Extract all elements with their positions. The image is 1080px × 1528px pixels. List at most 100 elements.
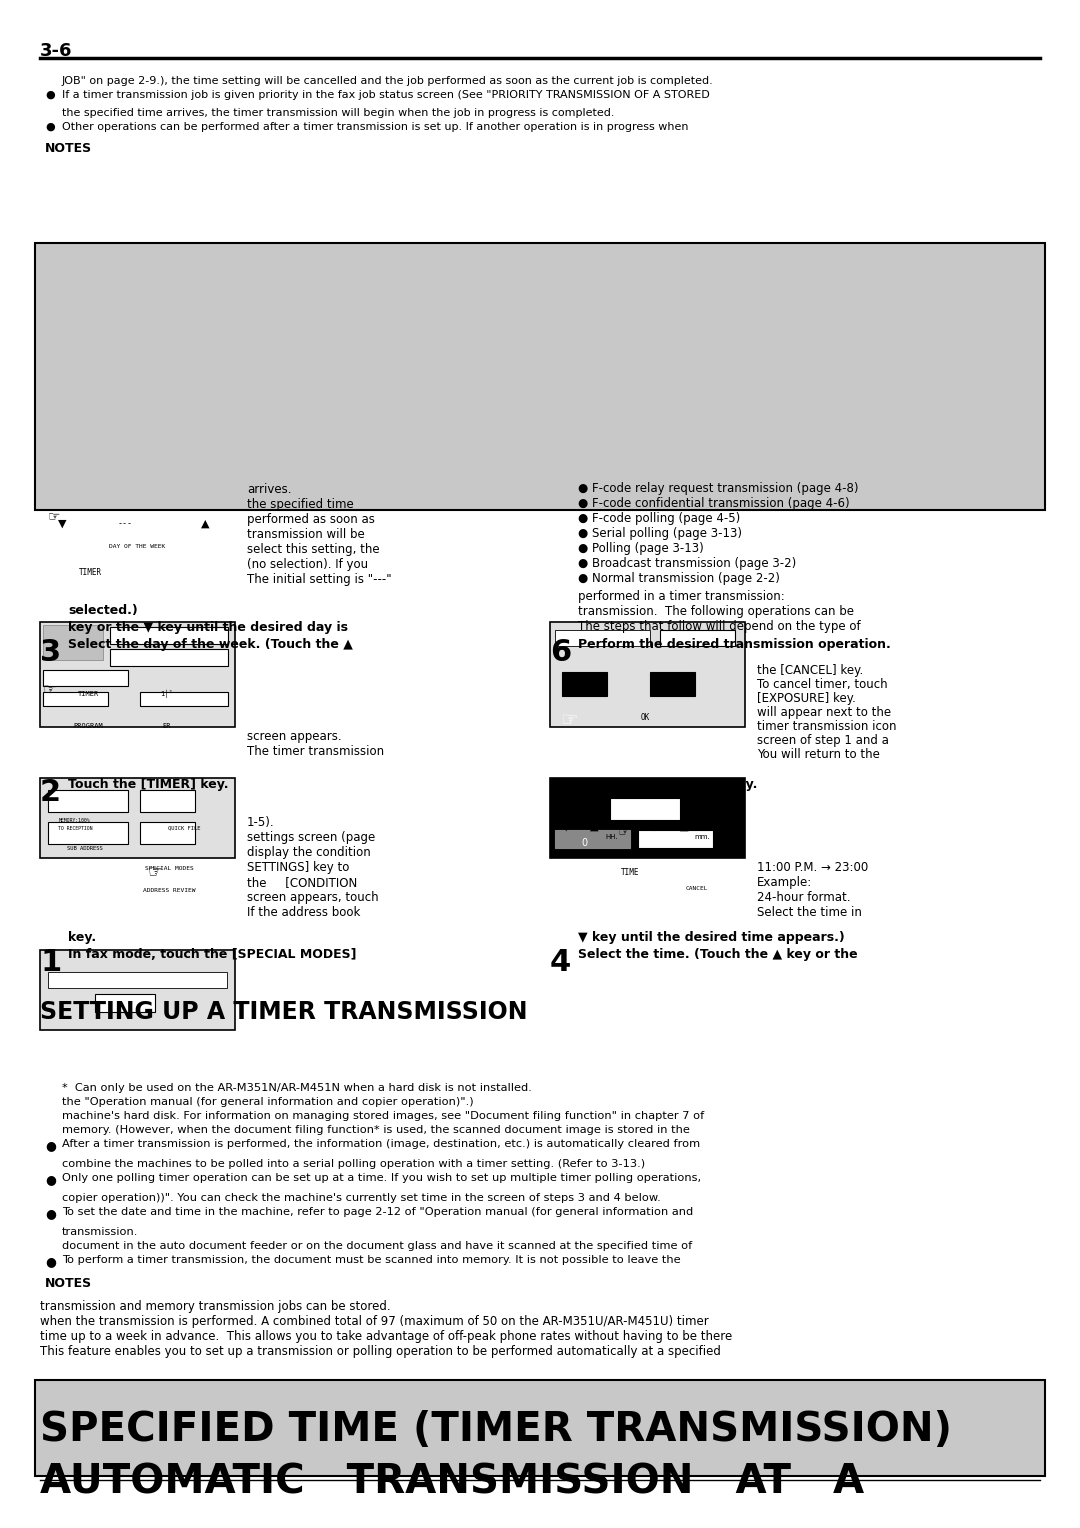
Text: Perform the desired transmission operation.: Perform the desired transmission operati… xyxy=(578,639,891,651)
Text: OK: OK xyxy=(672,686,678,691)
FancyBboxPatch shape xyxy=(43,669,129,686)
Text: Select the time. (Touch the ▲ key or the: Select the time. (Touch the ▲ key or the xyxy=(578,947,858,961)
Text: ▲: ▲ xyxy=(680,822,689,833)
Text: SETTINGS] key to: SETTINGS] key to xyxy=(247,860,349,874)
Text: the     [CONDITION: the [CONDITION xyxy=(247,876,357,889)
Text: AUTOMATIC   TRANSMISSION   AT   A: AUTOMATIC TRANSMISSION AT A xyxy=(40,1462,864,1504)
Text: NOTES: NOTES xyxy=(45,142,92,154)
Text: ▲: ▲ xyxy=(201,520,210,529)
FancyBboxPatch shape xyxy=(562,672,607,695)
Text: This feature enables you to set up a transmission or polling operation to be per: This feature enables you to set up a tra… xyxy=(40,1345,720,1358)
Text: transmission will be: transmission will be xyxy=(247,529,365,541)
Text: key or the ▼ key until the desired day is: key or the ▼ key until the desired day i… xyxy=(68,620,348,634)
Text: 0: 0 xyxy=(581,837,588,848)
Text: ☞: ☞ xyxy=(561,711,578,729)
Text: will appear next to the: will appear next to the xyxy=(757,706,891,720)
Text: 00: 00 xyxy=(666,837,678,848)
Text: After a timer transmission is performed, the information (image, destination, et: After a timer transmission is performed,… xyxy=(62,1138,700,1149)
FancyBboxPatch shape xyxy=(550,622,745,727)
Text: SPECIFIED TIME (TIMER TRANSMISSION): SPECIFIED TIME (TIMER TRANSMISSION) xyxy=(40,1410,951,1450)
Text: settings screen (page: settings screen (page xyxy=(247,831,375,843)
Text: when the transmission is performed. A combined total of 97 (maximum of 50 on the: when the transmission is performed. A co… xyxy=(40,1316,708,1328)
Text: transmission and memory transmission jobs can be stored.: transmission and memory transmission job… xyxy=(40,1300,391,1313)
Text: document in the auto document feeder or on the document glass and have it scanne: document in the auto document feeder or … xyxy=(62,1241,692,1251)
Text: SUB ADDRESS: SUB ADDRESS xyxy=(67,847,103,851)
Text: ● F-code confidential transmission (page 4-6): ● F-code confidential transmission (page… xyxy=(578,497,850,510)
FancyBboxPatch shape xyxy=(40,622,235,727)
FancyBboxPatch shape xyxy=(110,626,228,643)
Text: ▼ key until the desired time appears.): ▼ key until the desired time appears.) xyxy=(578,931,845,944)
FancyBboxPatch shape xyxy=(140,692,228,706)
Text: ▲: ▲ xyxy=(590,822,598,833)
Text: DAY OF THE WEEK: DAY OF THE WEEK xyxy=(109,544,165,550)
Text: machine's hard disk. For information on managing stored images, see "Document fi: machine's hard disk. For information on … xyxy=(62,1111,704,1122)
Text: 11:00 P.M. → 23:00: 11:00 P.M. → 23:00 xyxy=(757,860,868,874)
FancyBboxPatch shape xyxy=(140,822,195,843)
FancyBboxPatch shape xyxy=(48,822,129,843)
Text: display the condition: display the condition xyxy=(247,847,370,859)
Text: PROGRAM: PROGRAM xyxy=(73,723,103,729)
FancyBboxPatch shape xyxy=(550,778,745,859)
Text: The initial setting is "---": The initial setting is "---" xyxy=(247,573,392,587)
Text: mm.: mm. xyxy=(694,834,710,840)
Text: Example:: Example: xyxy=(757,876,812,889)
Text: 24-hour format.: 24-hour format. xyxy=(757,891,851,905)
Text: 3-6: 3-6 xyxy=(40,41,72,60)
Text: ☞: ☞ xyxy=(43,683,56,697)
Text: To cancel timer, touch: To cancel timer, touch xyxy=(757,678,888,691)
Text: Select the day of the week. (Touch the ▲: Select the day of the week. (Touch the ▲ xyxy=(68,639,353,651)
Text: timer transmission icon: timer transmission icon xyxy=(757,720,896,733)
Text: OK: OK xyxy=(640,714,650,723)
Text: ●: ● xyxy=(45,90,55,99)
Text: ▼: ▼ xyxy=(57,520,66,529)
Text: ●: ● xyxy=(45,1207,56,1219)
Text: performed in a timer transmission:: performed in a timer transmission: xyxy=(578,590,785,604)
Text: CANCEL: CANCEL xyxy=(686,886,708,891)
Text: ☞: ☞ xyxy=(618,824,631,837)
Text: ● F-code polling (page 4-5): ● F-code polling (page 4-5) xyxy=(578,512,740,526)
Text: the specified time: the specified time xyxy=(247,498,354,510)
FancyBboxPatch shape xyxy=(40,950,235,1030)
Text: ☞: ☞ xyxy=(148,863,162,882)
Text: ER: ER xyxy=(163,723,172,729)
Text: ● F-code relay request transmission (page 4-8): ● F-code relay request transmission (pag… xyxy=(578,481,859,495)
Text: copier operation))". You can check the machine's currently set time in the scree: copier operation))". You can check the m… xyxy=(62,1193,661,1203)
Text: NOTES: NOTES xyxy=(45,1277,92,1290)
Text: If the address book: If the address book xyxy=(247,906,361,918)
Text: the [CANCEL] key.: the [CANCEL] key. xyxy=(757,665,863,677)
Text: 3: 3 xyxy=(40,639,62,668)
Text: Other operations can be performed after a timer transmission is set up. If anoth: Other operations can be performed after … xyxy=(62,122,689,131)
Text: MEMORY:100%: MEMORY:100% xyxy=(59,817,91,822)
FancyBboxPatch shape xyxy=(48,790,129,811)
Text: 2: 2 xyxy=(40,778,62,807)
Text: ADDRESS REVIEW: ADDRESS REVIEW xyxy=(143,888,195,894)
FancyBboxPatch shape xyxy=(650,672,696,695)
Text: ● Polling (page 3-13): ● Polling (page 3-13) xyxy=(578,542,704,555)
Text: TIME: TIME xyxy=(621,868,639,877)
Text: screen appears, touch: screen appears, touch xyxy=(247,891,379,905)
Text: selected.): selected.) xyxy=(68,604,138,617)
Text: SETTING UP A TIMER TRANSMISSION: SETTING UP A TIMER TRANSMISSION xyxy=(40,999,527,1024)
Text: (no selection). If you: (no selection). If you xyxy=(247,558,368,571)
Text: ●: ● xyxy=(45,122,55,131)
FancyBboxPatch shape xyxy=(40,778,235,859)
Text: TIMER: TIMER xyxy=(78,691,98,697)
Text: ☞: ☞ xyxy=(48,509,60,523)
Text: performed as soon as: performed as soon as xyxy=(247,513,375,526)
Text: time up to a week in advance.  This allows you to take advantage of off-peak pho: time up to a week in advance. This allow… xyxy=(40,1329,732,1343)
Text: 4: 4 xyxy=(550,947,571,976)
Text: In fax mode, touch the [SPECIAL MODES]: In fax mode, touch the [SPECIAL MODES] xyxy=(68,947,356,961)
Text: 1-5).: 1-5). xyxy=(247,816,274,830)
Text: the "Operation manual (for general information and copier operation)".): the "Operation manual (for general infor… xyxy=(62,1097,474,1106)
Text: ● Normal transmission (page 2-2): ● Normal transmission (page 2-2) xyxy=(578,571,780,585)
Text: select this setting, the: select this setting, the xyxy=(247,542,380,556)
Text: 1: 1 xyxy=(40,947,62,976)
Text: 1│²: 1│² xyxy=(161,689,174,698)
Text: ---: --- xyxy=(118,520,133,529)
Text: Touch the outer [OK] key.: Touch the outer [OK] key. xyxy=(578,778,757,792)
Text: The timer transmission: The timer transmission xyxy=(247,746,384,758)
Text: Only one polling timer operation can be set up at a time. If you wish to set up : Only one polling timer operation can be … xyxy=(62,1174,701,1183)
FancyBboxPatch shape xyxy=(95,995,156,1012)
Text: combine the machines to be polled into a serial polling operation with a timer s: combine the machines to be polled into a… xyxy=(62,1160,645,1169)
Text: *  Can only be used on the AR-M351N/AR-M451N when a hard disk is not installed.: * Can only be used on the AR-M351N/AR-M4… xyxy=(62,1083,531,1093)
